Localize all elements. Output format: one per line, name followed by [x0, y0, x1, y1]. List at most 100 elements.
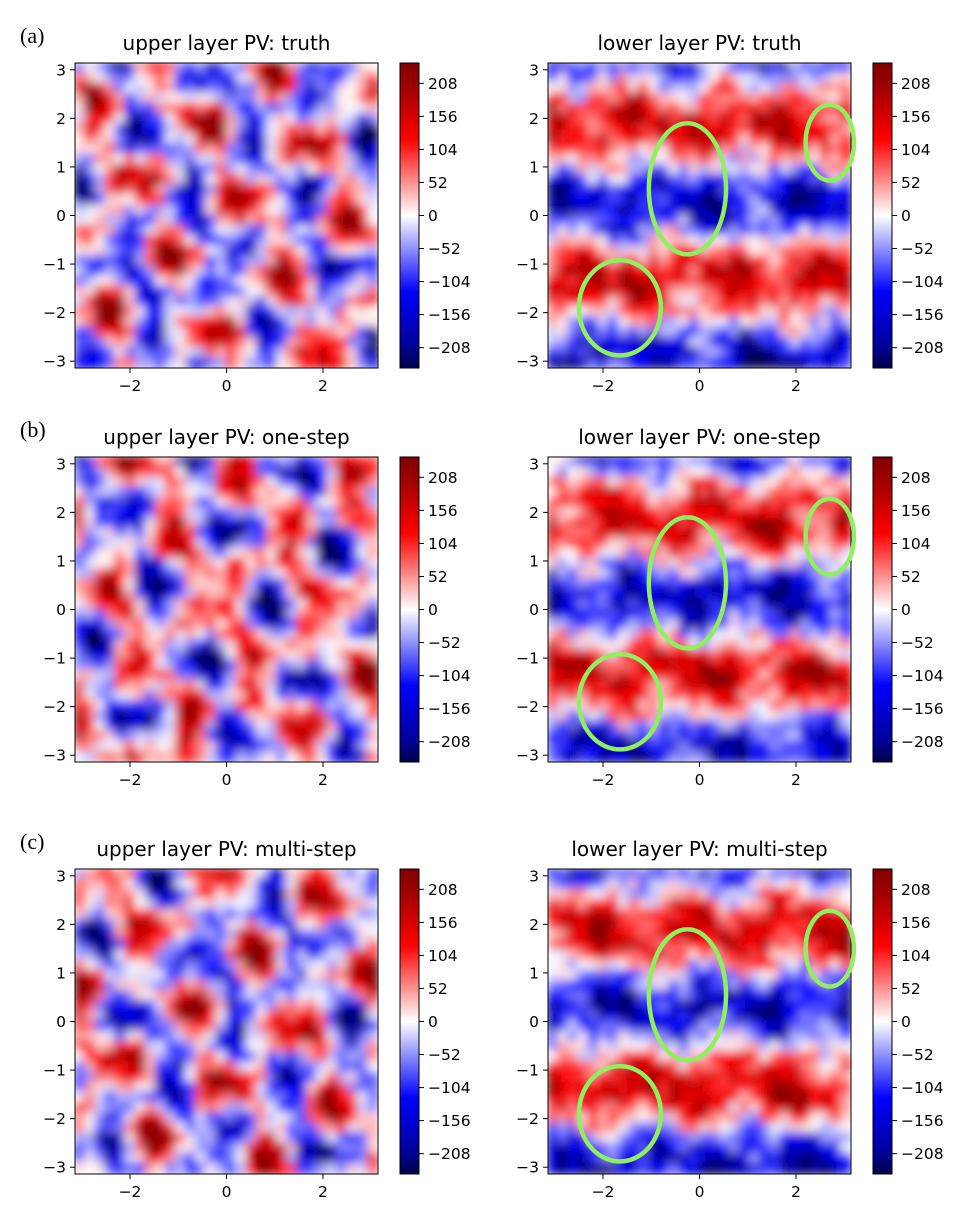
colorbar-tick-label: 208: [428, 75, 458, 93]
colorbar-tick-label: 0: [428, 207, 438, 225]
y-tick-label: −3: [43, 353, 66, 371]
y-tick-label: 3: [529, 61, 539, 79]
colorbar-tick-label: 104: [428, 535, 458, 553]
x-tick-label: −2: [592, 377, 615, 395]
colorbar-tick-label: −208: [901, 733, 944, 751]
x-tick-label: −2: [119, 1183, 142, 1201]
y-tick-label: 0: [56, 1013, 66, 1031]
colorbar-tick-label: 52: [901, 174, 921, 192]
colorbar-tick-label: 0: [428, 601, 438, 619]
colorbar-tick-label: 156: [428, 914, 458, 932]
y-tick-label: −3: [43, 1159, 66, 1177]
y-tick-label: −3: [43, 747, 66, 765]
colorbar-tick-label: −156: [428, 1112, 471, 1130]
colorbar-tick-label: −52: [428, 240, 461, 258]
colorbar-tick-label: −52: [428, 1046, 461, 1064]
x-tick-label: 0: [695, 771, 705, 789]
panel-4: lower layer PV: one-step −2 0 2 −3 −2 −1 0 1 2 3 20…: [516, 425, 943, 789]
y-tick-label: 2: [529, 110, 539, 128]
y-tick-label: 0: [56, 207, 66, 225]
colorbar-tick-label: −104: [901, 273, 944, 291]
colorbar-tick-label: −156: [901, 700, 944, 718]
y-tick-label: −1: [43, 256, 66, 274]
colorbar-tick-label: 104: [901, 141, 931, 159]
y-tick-label: 3: [56, 867, 66, 885]
colorbar: 208 156 104 52 0 −52 −104 −156 −208: [399, 62, 471, 369]
row-label: (c): [20, 829, 44, 854]
y-tick-label: −2: [43, 698, 66, 716]
y-tick-label: −2: [516, 1110, 539, 1128]
y-tick-label: −1: [516, 650, 539, 668]
y-tick-label: 2: [56, 916, 66, 934]
colorbar-tick-label: 0: [901, 601, 911, 619]
colorbar-tick-label: 52: [428, 980, 448, 998]
panel-3: upper layer PV: one-step −2 0 2 −3 −2 −1 0 1 2 3 20…: [43, 425, 470, 789]
colorbar-tick-label: −208: [428, 733, 471, 751]
colorbar-tick-label: −52: [901, 1046, 934, 1064]
colorbar-tick-label: 156: [428, 502, 458, 520]
x-tick-label: 2: [791, 1183, 801, 1201]
x-tick-label: 2: [318, 771, 328, 789]
y-tick-label: 0: [529, 601, 539, 619]
colorbar-tick-label: −52: [901, 240, 934, 258]
y-tick-label: 3: [529, 867, 539, 885]
colorbar-tick-label: −156: [428, 700, 471, 718]
row-label: (a): [20, 23, 44, 48]
x-tick-label: −2: [592, 771, 615, 789]
x-tick-label: 0: [222, 377, 232, 395]
x-tick-label: −2: [119, 377, 142, 395]
y-tick-label: −3: [516, 747, 539, 765]
colorbar-tick-label: −104: [428, 667, 471, 685]
colorbar: 208 156 104 52 0 −52 −104 −156 −208: [872, 868, 944, 1175]
colorbar-tick-label: 156: [901, 108, 931, 126]
colorbar-tick-label: −52: [428, 634, 461, 652]
colorbar-tick-label: 104: [901, 535, 931, 553]
x-tick-label: 2: [791, 771, 801, 789]
colorbar: 208 156 104 52 0 −52 −104 −156 −208: [872, 62, 944, 369]
y-tick-label: 1: [529, 552, 539, 570]
y-tick-label: 1: [529, 964, 539, 982]
highlight-ellipse: [803, 908, 857, 989]
y-tick-label: 3: [56, 455, 66, 473]
y-tick-label: −1: [516, 1062, 539, 1080]
colorbar-tick-label: −208: [901, 339, 944, 357]
colorbar-tick-label: −104: [428, 1079, 471, 1097]
colorbar: 208 156 104 52 0 −52 −104 −156 −208: [399, 456, 471, 763]
y-tick-label: −1: [43, 1062, 66, 1080]
colorbar-tick-label: −156: [428, 306, 471, 324]
highlight-ellipse: [576, 257, 664, 358]
highlight-ellipse: [803, 496, 857, 577]
panel-title: lower layer PV: one-step: [578, 425, 820, 449]
colorbar-tick-label: 104: [901, 947, 931, 965]
y-tick-label: 0: [529, 1013, 539, 1031]
heatmap-field: [75, 63, 378, 368]
panel-title: upper layer PV: truth: [123, 31, 331, 55]
y-tick-label: −2: [516, 304, 539, 322]
panel-1: upper layer PV: truth −2 0 2 −3 −2 −1 0 1 2 3 208 15…: [43, 31, 470, 395]
panel-title: upper layer PV: one-step: [103, 425, 349, 449]
colorbar: 208 156 104 52 0 −52 −104 −156 −208: [872, 456, 944, 763]
y-tick-label: 2: [56, 110, 66, 128]
x-tick-label: 2: [318, 377, 328, 395]
y-tick-label: 1: [56, 552, 66, 570]
colorbar-tick-label: 104: [428, 141, 458, 159]
colorbar-tick-label: 208: [901, 469, 931, 487]
colorbar: 208 156 104 52 0 −52 −104 −156 −208: [399, 868, 471, 1175]
colorbar-tick-label: −156: [901, 1112, 944, 1130]
x-tick-label: 0: [222, 1183, 232, 1201]
colorbar-tick-label: 52: [428, 568, 448, 586]
colorbar-tick-label: −104: [901, 1079, 944, 1097]
colorbar-tick-label: −156: [901, 306, 944, 324]
x-tick-label: 2: [318, 1183, 328, 1201]
y-tick-label: 1: [56, 964, 66, 982]
y-tick-label: 2: [56, 504, 66, 522]
colorbar-tick-label: 208: [428, 469, 458, 487]
colorbar-tick-label: 104: [428, 947, 458, 965]
colorbar-tick-label: −104: [901, 667, 944, 685]
colorbar-tick-label: 208: [901, 881, 931, 899]
colorbar-tick-label: −208: [428, 339, 471, 357]
y-tick-label: 3: [529, 455, 539, 473]
y-tick-label: 1: [56, 158, 66, 176]
y-tick-label: 0: [529, 207, 539, 225]
colorbar-tick-label: 52: [428, 174, 448, 192]
